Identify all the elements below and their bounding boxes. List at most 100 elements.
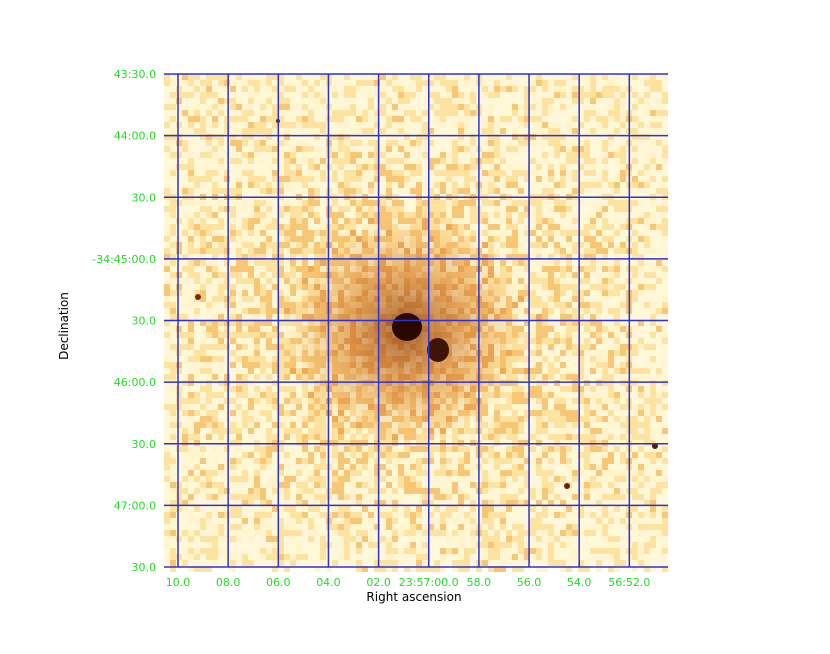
- image-pixel: [254, 476, 260, 482]
- image-pixel: [200, 518, 206, 524]
- image-pixel: [386, 74, 392, 80]
- image-pixel: [422, 530, 428, 536]
- image-pixel: [482, 482, 488, 488]
- image-pixel: [632, 134, 638, 140]
- image-pixel: [512, 458, 518, 464]
- image-pixel: [218, 392, 224, 398]
- image-pixel: [332, 422, 338, 428]
- image-pixel: [164, 470, 170, 476]
- image-pixel: [248, 536, 254, 542]
- image-pixel: [230, 554, 236, 560]
- image-pixel: [176, 158, 182, 164]
- image-pixel: [392, 548, 398, 554]
- image-pixel: [416, 506, 422, 512]
- image-pixel: [284, 464, 290, 470]
- image-pixel: [602, 506, 608, 512]
- image-pixel: [470, 212, 476, 218]
- image-pixel: [242, 224, 248, 230]
- image-pixel: [470, 536, 476, 542]
- image-pixel: [380, 206, 386, 212]
- image-pixel: [446, 206, 452, 212]
- image-pixel: [584, 326, 590, 332]
- image-pixel: [266, 554, 272, 560]
- image-pixel: [344, 470, 350, 476]
- image-pixel: [518, 464, 524, 470]
- image-pixel: [614, 350, 620, 356]
- image-pixel: [638, 290, 644, 296]
- image-pixel: [206, 266, 212, 272]
- image-pixel: [236, 188, 242, 194]
- image-pixel: [632, 254, 638, 260]
- image-pixel: [512, 374, 518, 380]
- image-pixel: [380, 452, 386, 458]
- image-pixel: [434, 470, 440, 476]
- image-pixel: [356, 458, 362, 464]
- image-pixel: [218, 482, 224, 488]
- image-pixel: [416, 554, 422, 560]
- image-pixel: [194, 518, 200, 524]
- image-pixel: [482, 416, 488, 422]
- image-pixel: [530, 368, 536, 374]
- image-pixel: [170, 170, 176, 176]
- image-pixel: [290, 422, 296, 428]
- image-pixel: [428, 512, 434, 518]
- image-pixel: [656, 224, 662, 230]
- image-pixel: [230, 104, 236, 110]
- image-pixel: [512, 410, 518, 416]
- image-pixel: [506, 428, 512, 434]
- image-pixel: [572, 278, 578, 284]
- image-pixel: [560, 512, 566, 518]
- image-pixel: [458, 554, 464, 560]
- image-pixel: [536, 350, 542, 356]
- image-pixel: [302, 200, 308, 206]
- image-pixel: [278, 344, 284, 350]
- image-pixel: [446, 212, 452, 218]
- image-pixel: [266, 374, 272, 380]
- image-pixel: [662, 380, 668, 386]
- image-pixel: [284, 350, 290, 356]
- image-pixel: [356, 482, 362, 488]
- image-pixel: [602, 530, 608, 536]
- image-pixel: [500, 452, 506, 458]
- image-pixel: [602, 398, 608, 404]
- image-pixel: [602, 494, 608, 500]
- image-pixel: [350, 458, 356, 464]
- image-pixel: [224, 332, 230, 338]
- image-pixel: [320, 230, 326, 236]
- image-pixel: [338, 470, 344, 476]
- image-pixel: [518, 242, 524, 248]
- image-pixel: [218, 368, 224, 374]
- image-pixel: [554, 380, 560, 386]
- image-pixel: [584, 308, 590, 314]
- image-pixel: [182, 92, 188, 98]
- image-pixel: [548, 128, 554, 134]
- image-pixel: [362, 446, 368, 452]
- image-pixel: [644, 164, 650, 170]
- image-pixel: [224, 416, 230, 422]
- image-pixel: [308, 422, 314, 428]
- image-pixel: [254, 152, 260, 158]
- image-pixel: [602, 254, 608, 260]
- image-pixel: [188, 356, 194, 362]
- image-pixel: [560, 278, 566, 284]
- image-pixel: [266, 338, 272, 344]
- image-pixel: [536, 254, 542, 260]
- image-pixel: [644, 182, 650, 188]
- image-pixel: [590, 170, 596, 176]
- image-pixel: [278, 548, 284, 554]
- image-pixel: [230, 320, 236, 326]
- image-pixel: [440, 182, 446, 188]
- image-pixel: [170, 206, 176, 212]
- image-pixel: [182, 488, 188, 494]
- image-pixel: [500, 152, 506, 158]
- image-pixel: [278, 560, 284, 566]
- image-pixel: [608, 458, 614, 464]
- image-pixel: [212, 242, 218, 248]
- image-pixel: [620, 476, 626, 482]
- image-pixel: [182, 140, 188, 146]
- image-pixel: [242, 494, 248, 500]
- image-pixel: [386, 146, 392, 152]
- image-pixel: [350, 434, 356, 440]
- image-pixel: [176, 92, 182, 98]
- image-pixel: [548, 122, 554, 128]
